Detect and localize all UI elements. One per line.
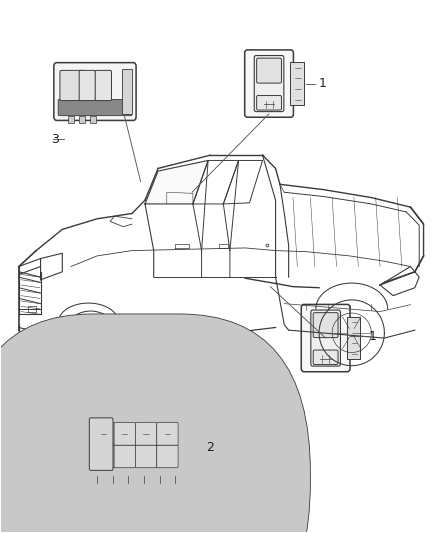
FancyBboxPatch shape bbox=[60, 70, 84, 101]
FancyBboxPatch shape bbox=[311, 310, 340, 366]
FancyBboxPatch shape bbox=[257, 58, 282, 83]
FancyBboxPatch shape bbox=[79, 116, 85, 123]
FancyBboxPatch shape bbox=[0, 314, 311, 533]
FancyBboxPatch shape bbox=[89, 418, 113, 470]
FancyBboxPatch shape bbox=[114, 445, 135, 468]
FancyBboxPatch shape bbox=[157, 445, 178, 468]
Text: 1: 1 bbox=[369, 330, 377, 343]
Polygon shape bbox=[145, 160, 208, 204]
FancyBboxPatch shape bbox=[58, 100, 132, 116]
FancyBboxPatch shape bbox=[85, 412, 187, 476]
FancyBboxPatch shape bbox=[114, 423, 135, 445]
FancyBboxPatch shape bbox=[301, 304, 350, 372]
FancyBboxPatch shape bbox=[254, 55, 284, 111]
FancyBboxPatch shape bbox=[346, 317, 360, 359]
FancyBboxPatch shape bbox=[89, 116, 96, 123]
FancyBboxPatch shape bbox=[290, 62, 304, 105]
FancyBboxPatch shape bbox=[122, 69, 131, 114]
FancyBboxPatch shape bbox=[245, 50, 293, 117]
FancyBboxPatch shape bbox=[135, 423, 157, 445]
FancyBboxPatch shape bbox=[54, 63, 136, 120]
FancyBboxPatch shape bbox=[93, 423, 114, 445]
FancyBboxPatch shape bbox=[313, 350, 338, 365]
FancyBboxPatch shape bbox=[313, 313, 338, 337]
FancyBboxPatch shape bbox=[93, 445, 114, 468]
FancyBboxPatch shape bbox=[157, 423, 178, 445]
Text: 1: 1 bbox=[319, 77, 327, 90]
FancyBboxPatch shape bbox=[257, 95, 282, 110]
FancyBboxPatch shape bbox=[135, 445, 157, 468]
FancyBboxPatch shape bbox=[95, 70, 112, 101]
FancyBboxPatch shape bbox=[79, 70, 95, 101]
Text: 2: 2 bbox=[206, 441, 214, 454]
FancyBboxPatch shape bbox=[68, 116, 74, 123]
Text: 3: 3 bbox=[51, 133, 59, 146]
